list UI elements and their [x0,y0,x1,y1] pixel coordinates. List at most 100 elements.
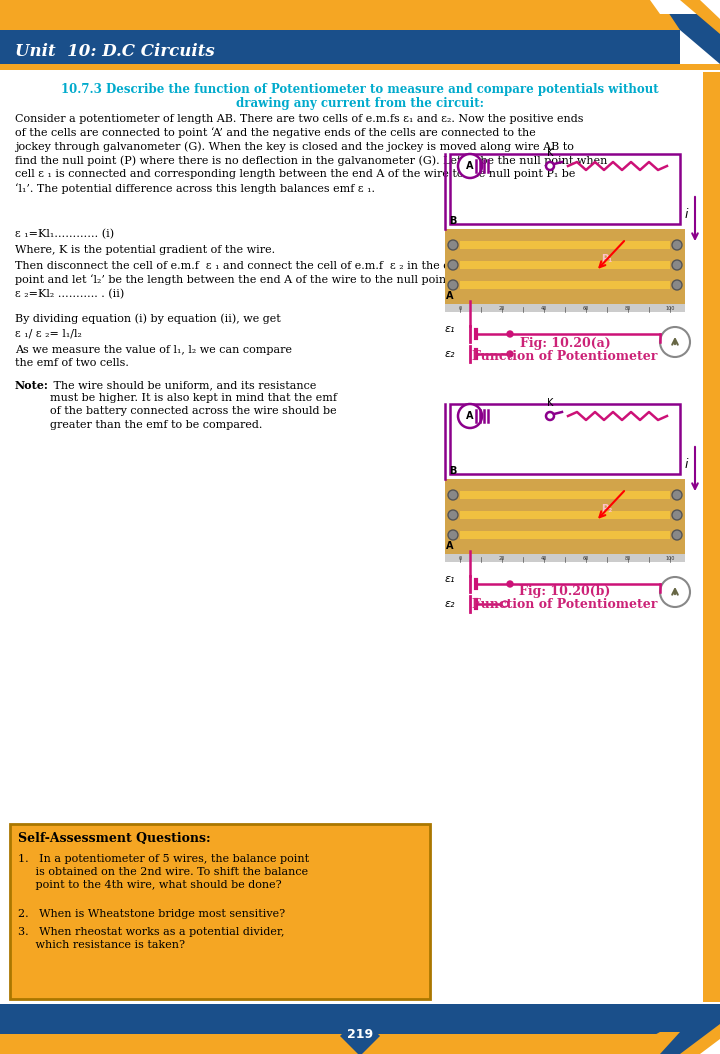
Bar [10,824,430,999]
Text: 80: 80 [625,557,631,561]
Circle shape [672,280,682,290]
Text: 0: 0 [459,306,462,311]
Bar [460,511,670,519]
Text: B: B [449,466,456,476]
Text: The wire should be uniform, and its resistance
must be higher. It is also kept i: The wire should be uniform, and its resi… [50,380,337,430]
Polygon shape [650,0,720,14]
Polygon shape [680,1024,720,1054]
Circle shape [546,412,554,419]
Text: Note:: Note: [15,380,49,391]
Text: 10.7.3 Describe the function of Potentiometer to measure and compare potentials : 10.7.3 Describe the function of Potentio… [61,83,659,97]
Circle shape [448,490,458,500]
Circle shape [448,510,458,520]
Text: 219: 219 [347,1028,373,1040]
Circle shape [672,240,682,250]
Text: Consider a potentiometer of length AB. There are two cells of e.m.fs ε₁ and ε₂. : Consider a potentiometer of length AB. T… [15,114,608,194]
Bar [460,281,670,289]
Circle shape [660,577,690,607]
Text: 80: 80 [625,306,631,311]
Bar [445,304,685,312]
Text: 3.   When rheostat works as a potential divider,
     which resistance is taken?: 3. When rheostat works as a potential di… [18,928,284,950]
Text: As we measure the value of l₁, l₂ we can compare
the emf of two cells.: As we measure the value of l₁, l₂ we can… [15,345,292,368]
Text: By dividing equation (i) by equation (ii), we get: By dividing equation (i) by equation (ii… [15,313,281,324]
Circle shape [502,601,508,607]
Text: 2.   When is Wheatstone bridge most sensitive?: 2. When is Wheatstone bridge most sensit… [18,909,285,919]
Bar [460,261,670,269]
Bar [703,72,720,1002]
Text: A: A [446,541,454,551]
Bar [445,479,685,554]
Polygon shape [680,0,720,34]
Circle shape [507,331,513,337]
Polygon shape [340,1016,380,1054]
Text: Where, K is the potential gradient of the wire.: Where, K is the potential gradient of th… [15,245,275,255]
Bar [0,1004,720,1034]
Circle shape [448,280,458,290]
Polygon shape [660,0,720,64]
Text: P₂: P₂ [601,504,613,514]
Text: 20: 20 [499,306,505,311]
Text: Self-Assessment Questions:: Self-Assessment Questions: [18,832,211,845]
Text: Fig: 10.20(b): Fig: 10.20(b) [519,586,611,599]
Text: B: B [449,216,456,226]
Circle shape [672,490,682,500]
Bar [5,72,715,1002]
Text: Function of Potentiometer: Function of Potentiometer [472,350,657,363]
Bar [460,241,670,249]
Circle shape [507,351,513,357]
Polygon shape [700,0,720,19]
Text: 20: 20 [499,557,505,561]
Bar [450,404,680,474]
Bar [0,0,720,30]
Circle shape [660,327,690,357]
Polygon shape [620,0,720,30]
Polygon shape [660,1004,720,1054]
Text: 100: 100 [665,306,675,311]
Circle shape [507,581,513,587]
Circle shape [546,162,554,170]
Circle shape [672,260,682,270]
Text: ε ₁=Kl₁………… (i): ε ₁=Kl₁………… (i) [15,229,114,239]
Text: i: i [685,457,688,470]
Text: Then disconnect the cell of e.m.f  ε ₁ and connect the cell of e.m.f  ε ₂ in the: Then disconnect the cell of e.m.f ε ₁ an… [15,261,585,299]
Bar [0,30,680,66]
Bar [445,229,685,304]
Text: Function of Potentiometer: Function of Potentiometer [472,598,657,610]
Bar [0,64,720,70]
Bar [445,554,685,562]
Text: 0: 0 [459,557,462,561]
Bar [450,154,680,225]
Text: 60: 60 [583,306,589,311]
Text: K: K [546,148,553,158]
Text: 1.   In a potentiometer of 5 wires, the balance point
     is obtained on the 2n: 1. In a potentiometer of 5 wires, the ba… [18,854,309,890]
Text: Fig: 10.20(a): Fig: 10.20(a) [520,337,611,351]
Text: A: A [467,161,474,171]
Text: ε₂: ε₂ [444,349,455,359]
Bar [460,491,670,499]
Text: ε₂: ε₂ [444,599,455,609]
Text: ε ₁/ ε ₂= l₁/l₂: ε ₁/ ε ₂= l₁/l₂ [15,329,82,339]
Text: drawing any current from the circuit:: drawing any current from the circuit: [236,97,484,110]
Text: P₁: P₁ [601,254,613,264]
Text: i: i [685,208,688,220]
Circle shape [672,510,682,520]
Circle shape [458,404,482,428]
Bar [460,531,670,539]
Text: ε₁: ε₁ [444,574,455,584]
Circle shape [672,530,682,540]
Text: 100: 100 [665,557,675,561]
Text: A: A [446,291,454,301]
Text: A: A [467,411,474,421]
Circle shape [458,154,482,178]
Text: ε₁: ε₁ [444,324,455,334]
Circle shape [448,530,458,540]
Text: 40: 40 [541,557,547,561]
Circle shape [448,260,458,270]
Circle shape [448,240,458,250]
Text: K: K [546,398,553,408]
Polygon shape [700,1039,720,1054]
Polygon shape [620,1032,720,1054]
Text: 60: 60 [583,557,589,561]
Text: Unit  10: D.C Circuits: Unit 10: D.C Circuits [15,42,215,59]
Text: 40: 40 [541,306,547,311]
